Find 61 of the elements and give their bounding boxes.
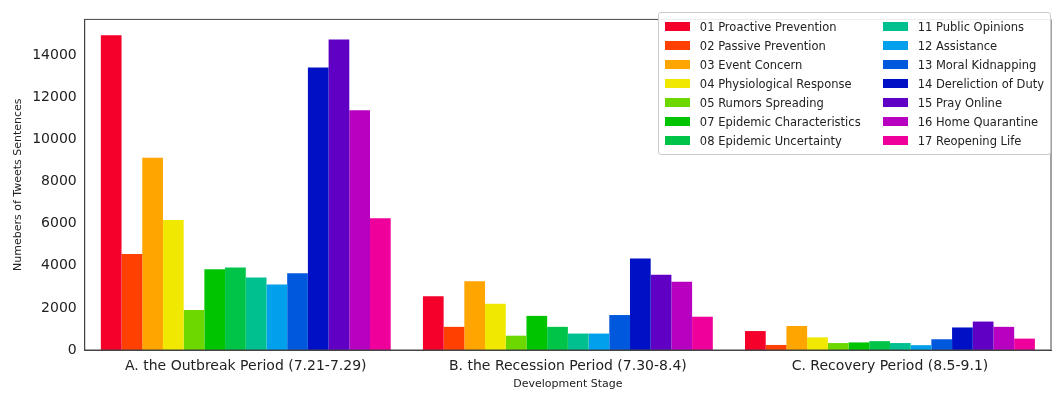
y-tick-label: 4000	[41, 256, 77, 273]
bar	[349, 110, 371, 350]
legend-label: 14 Dereliction of Duty	[917, 76, 1044, 91]
bar	[807, 337, 828, 350]
legend-label: 02 Passive Prevention	[699, 38, 826, 53]
legend-label: 07 Epidemic Characteristics	[699, 114, 861, 129]
legend-label: 11 Public Opinions	[917, 19, 1024, 34]
bar	[204, 269, 226, 350]
x-tick-label: C. Recovery Period (8.5-9.1)	[791, 357, 989, 374]
bar	[567, 333, 589, 350]
bar	[993, 326, 1015, 350]
bar	[183, 309, 205, 350]
bar	[287, 273, 308, 350]
y-tick-label: 14000	[32, 45, 77, 62]
bar	[526, 315, 548, 350]
bar	[121, 253, 143, 350]
x-axis-title: Development Stage	[513, 377, 623, 391]
y-tick-label: 6000	[41, 214, 77, 231]
bar	[328, 39, 350, 350]
bar	[370, 218, 391, 350]
bar	[485, 303, 506, 350]
x-tick-label: A. the Outbreak Period (7.21-7.29)	[125, 357, 367, 374]
bar	[162, 220, 184, 350]
bar	[629, 258, 651, 350]
bar	[245, 277, 267, 350]
y-tick-label: 2000	[41, 298, 77, 315]
y-axis-title: Numebers of Tweets Sentences	[11, 98, 25, 271]
bar	[745, 331, 766, 350]
bar	[443, 326, 465, 350]
bar	[225, 267, 246, 350]
bar	[142, 157, 163, 350]
legend-label: 08 Epidemic Uncertainty	[699, 133, 842, 148]
legend-label: 15 Pray Online	[917, 95, 1002, 110]
bar	[692, 316, 713, 350]
bar	[464, 281, 486, 350]
y-tick-label: 0	[67, 340, 77, 357]
y-tick-label: 8000	[41, 172, 77, 189]
bar	[972, 321, 994, 350]
bar	[671, 281, 693, 350]
y-tick-label: 10000	[32, 130, 77, 147]
bar	[869, 341, 890, 350]
y-tick-label: 12000	[32, 87, 77, 104]
bar	[422, 296, 444, 350]
bar	[931, 339, 953, 350]
bar	[786, 326, 808, 350]
legend-label: 03 Event Concern	[699, 57, 803, 72]
legend-label: 13 Moral Kidnapping	[917, 57, 1037, 72]
bar	[307, 67, 329, 350]
legend-label: 04 Physiological Response	[699, 76, 852, 91]
bar	[266, 284, 288, 350]
legend-label: 05 Rumors Spreading	[699, 95, 824, 110]
bar	[547, 326, 568, 350]
legend-label: 01 Proactive Prevention	[699, 19, 837, 34]
bar	[650, 274, 672, 350]
x-tick-label: B. the Recession Period (7.30-8.4)	[448, 357, 687, 374]
bar	[609, 315, 630, 350]
legend-label: 17 Reopening Life	[917, 133, 1022, 148]
legend-label: 12 Assistance	[917, 38, 998, 53]
bar	[952, 327, 973, 350]
bar	[100, 35, 122, 350]
legend-label: 16 Home Quarantine	[917, 114, 1039, 129]
